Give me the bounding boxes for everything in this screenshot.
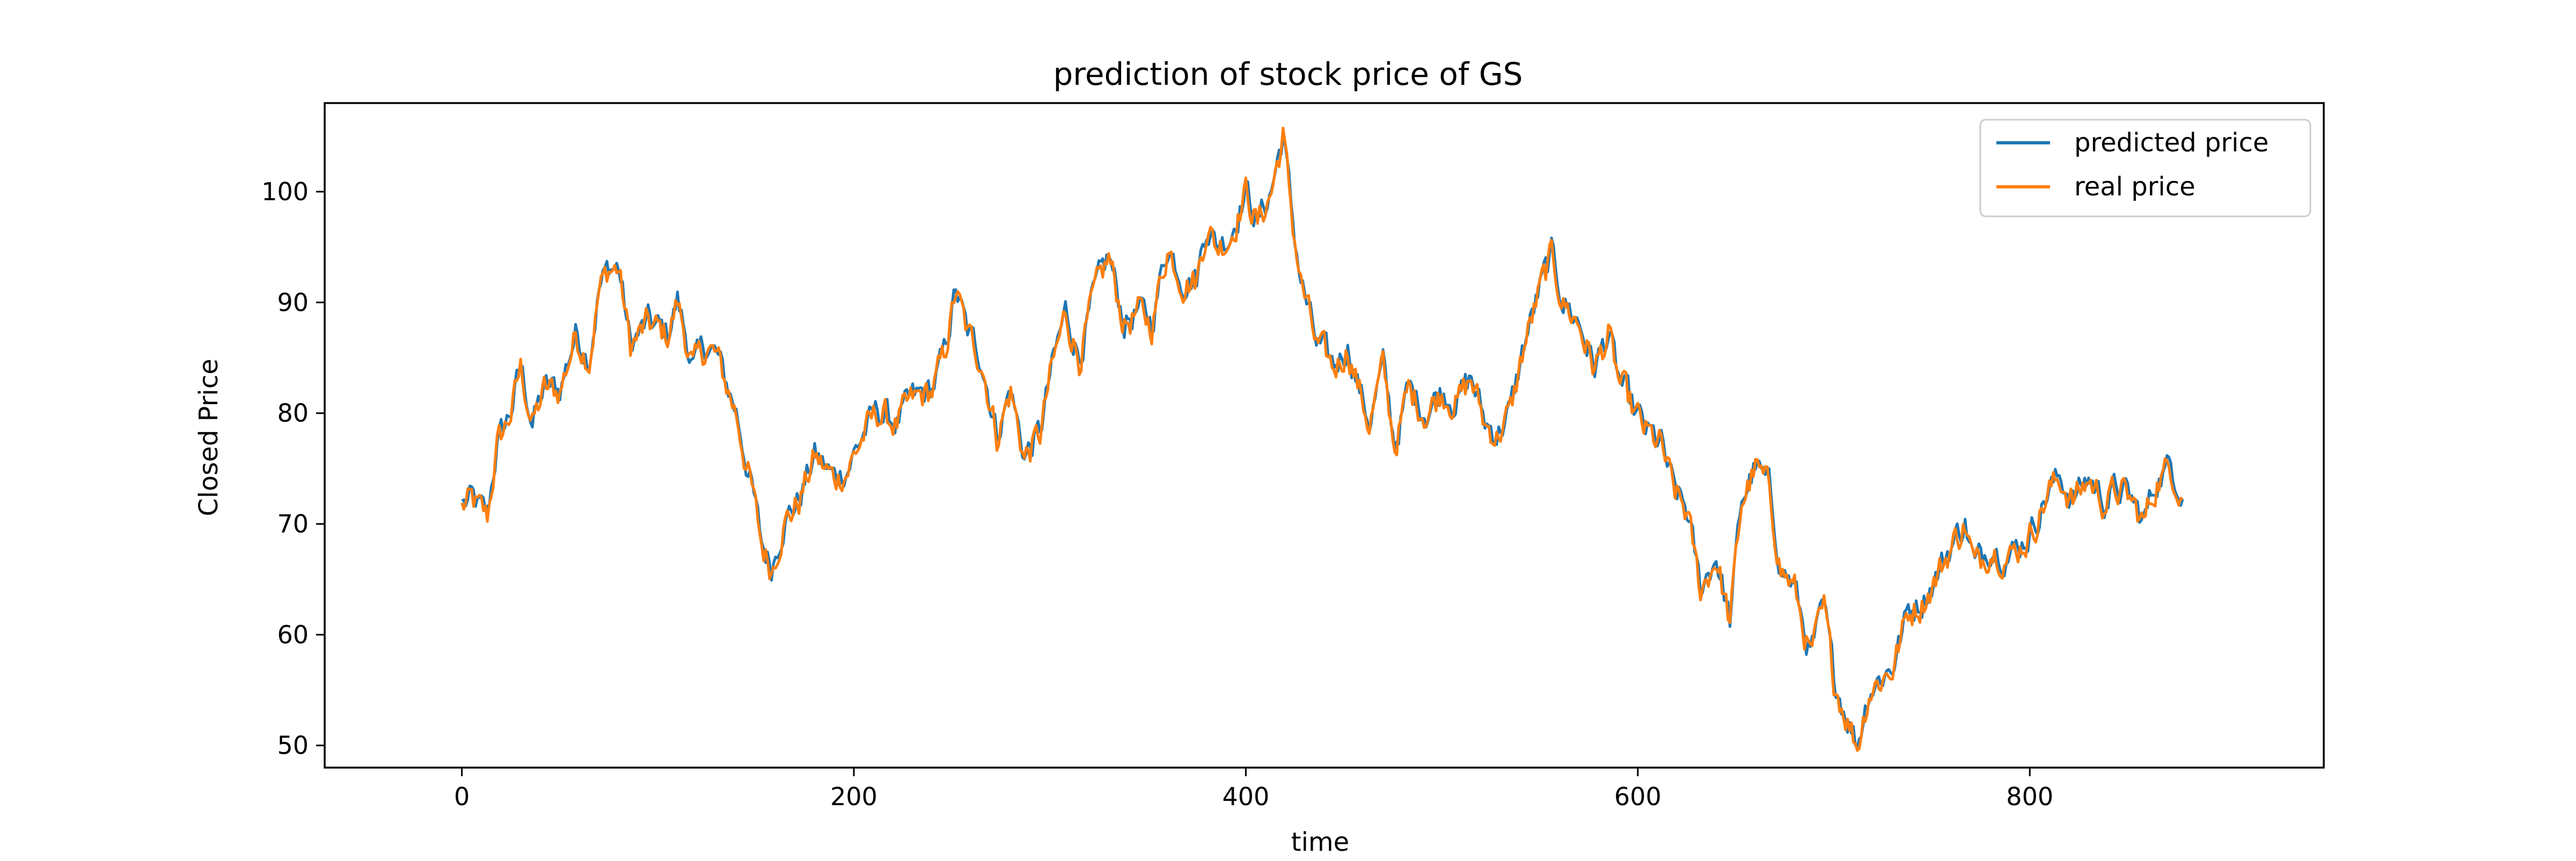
legend-label-predicted: predicted price: [2074, 128, 2268, 158]
y-tick-label: 80: [277, 399, 309, 428]
x-tick-label: 200: [830, 782, 877, 811]
x-axis-label: time: [1291, 827, 1349, 857]
series-layer: [460, 127, 2184, 752]
x-tick-label: 400: [1223, 782, 1270, 811]
x-tick-label: 600: [1614, 782, 1662, 811]
y-tick-label: 60: [277, 620, 309, 649]
y-axis-label: Closed Price: [194, 359, 224, 516]
legend-label-real: real price: [2074, 172, 2196, 202]
y-tick-label: 90: [277, 288, 309, 317]
ticks-layer: 0 200 400 600 800 50 60 70 80 90 100: [261, 177, 2053, 811]
series-line-real: [460, 127, 2184, 752]
legend: predicted price real price: [1979, 119, 2311, 217]
chart-title: prediction of stock price of GS: [1053, 56, 1523, 92]
x-tick-label: 0: [454, 782, 470, 811]
x-tick-label: 800: [2006, 782, 2053, 811]
legend-box: [1979, 119, 2311, 217]
plot-frame: [324, 102, 2325, 769]
y-tick-label: 70: [277, 509, 309, 538]
y-tick-label: 50: [277, 731, 309, 760]
y-tick-label: 100: [261, 177, 309, 206]
